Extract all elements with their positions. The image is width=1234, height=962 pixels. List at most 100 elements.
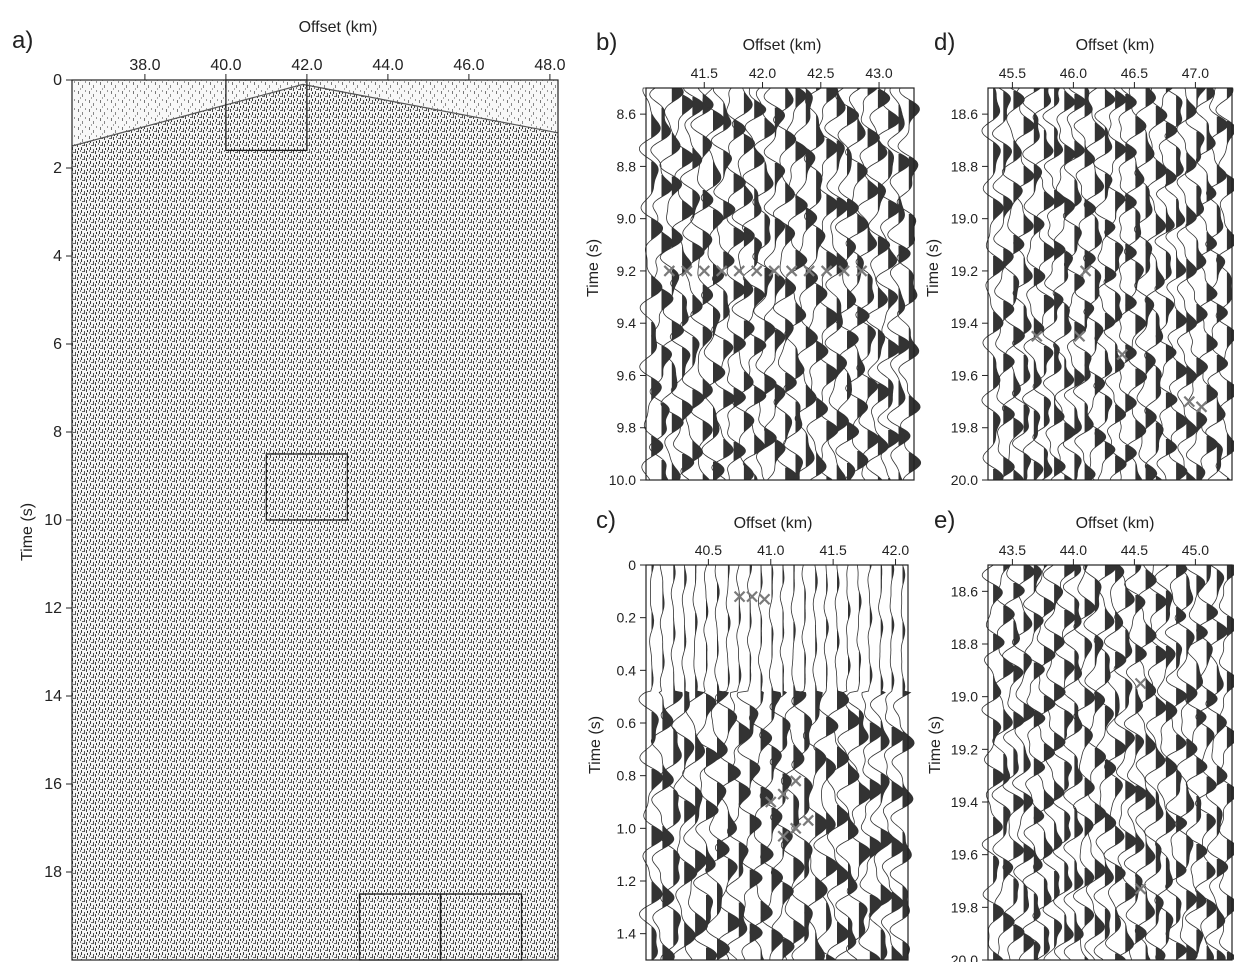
x-tick-label: 45.0 xyxy=(1182,542,1209,558)
pick-marker xyxy=(791,776,801,786)
trace-fill xyxy=(1024,117,1035,481)
trace-fill xyxy=(1034,565,1045,960)
x-tick-label: 45.5 xyxy=(999,65,1026,81)
y-tick-label: 4 xyxy=(53,248,62,265)
trace-fill xyxy=(692,97,704,462)
panel-b-label: b) xyxy=(596,29,617,56)
panel-e-x-ticks: 43.5 44.0 44.5 45.0 xyxy=(999,542,1209,565)
y-tick-label: 14 xyxy=(44,688,62,705)
panel-b-x-ticks: 41.5 42.0 42.5 43.0 xyxy=(691,65,893,88)
trace-wiggle xyxy=(683,565,708,960)
y-tick-label: 20.0 xyxy=(951,472,978,488)
x-tick-label: 44.0 xyxy=(372,57,403,74)
x-tick-label: 42.0 xyxy=(882,542,909,558)
y-tick-label: 18.6 xyxy=(951,583,978,599)
panel-d-y-axis-label: Time (s) xyxy=(925,239,942,297)
y-tick-label: 8.8 xyxy=(617,158,637,174)
y-tick-label: 19.0 xyxy=(951,689,978,705)
x-tick-label: 40.5 xyxy=(695,542,722,558)
panel-e-y-axis-label: Time (s) xyxy=(927,716,944,774)
y-tick-label: 10 xyxy=(44,512,62,529)
pick-marker xyxy=(787,266,797,276)
x-tick-label: 44.0 xyxy=(1060,542,1087,558)
trace-wiggle xyxy=(846,88,870,480)
trace-fill xyxy=(684,567,697,948)
trace-fill xyxy=(1013,583,1024,943)
pick-marker xyxy=(803,815,813,825)
trace-fill xyxy=(1217,117,1228,474)
trace-wiggle xyxy=(846,565,871,960)
trace-fill xyxy=(739,565,752,939)
panel-c-x-ticks: 40.5 41.0 41.5 42.0 xyxy=(695,542,910,565)
panel-c-traces xyxy=(639,565,914,960)
trace-wiggle xyxy=(1084,88,1106,480)
trace-wiggle xyxy=(992,565,1014,960)
y-tick-label: 19.6 xyxy=(951,847,978,863)
pick-marker xyxy=(760,594,770,604)
trace-wiggle xyxy=(681,88,705,480)
trace-wiggle xyxy=(982,88,1004,480)
x-tick-label: 48.0 xyxy=(534,57,565,74)
x-tick-label: 40.0 xyxy=(210,57,241,74)
y-tick-label: 18.8 xyxy=(951,158,978,174)
panel-b: 41.5 42.0 42.5 43.0 8.68.89.09.29.49.69.810… xyxy=(585,29,921,488)
trace-fill xyxy=(785,88,797,480)
panel-b-x-axis-label: Offset (km) xyxy=(743,37,822,54)
y-tick-label: 0 xyxy=(628,557,636,573)
trace-fill xyxy=(888,111,900,481)
panel-e-x-axis-label: Offset (km) xyxy=(1076,515,1155,532)
y-tick-label: 18.8 xyxy=(951,636,978,652)
x-tick-label: 38.0 xyxy=(129,57,160,74)
trace-fill xyxy=(772,565,784,954)
y-tick-label: 19.8 xyxy=(951,420,978,436)
x-tick-label: 42.5 xyxy=(807,65,834,81)
y-tick-label: 16 xyxy=(44,776,62,793)
trace-fill xyxy=(868,88,880,450)
panel-b-traces xyxy=(639,88,920,480)
trace-fill xyxy=(1146,88,1157,480)
panel-e-traces xyxy=(982,565,1234,960)
y-tick-label: 18 xyxy=(44,864,62,881)
y-tick-label: 9.2 xyxy=(617,263,637,279)
trace-fill xyxy=(682,96,694,474)
x-tick-label: 42.0 xyxy=(291,57,322,74)
x-tick-label: 46.0 xyxy=(453,57,484,74)
trace-fill xyxy=(909,100,921,474)
trace-fill xyxy=(815,570,828,961)
panel-a-x-axis-label: Offset (km) xyxy=(299,19,378,36)
pick-marker xyxy=(747,592,757,602)
pick-marker xyxy=(734,266,744,276)
y-tick-label: 0.6 xyxy=(617,715,637,731)
panel-d-label: d) xyxy=(934,29,955,56)
trace-wiggle xyxy=(1084,565,1106,960)
y-tick-label: 9.8 xyxy=(617,420,637,436)
y-tick-label: 1.4 xyxy=(617,926,637,942)
trace-fill xyxy=(1003,91,1014,478)
trace-fill xyxy=(1064,91,1075,480)
y-tick-label: 19.4 xyxy=(951,315,978,331)
x-tick-label: 44.5 xyxy=(1121,542,1148,558)
y-tick-label: 6 xyxy=(53,336,62,353)
trace-fill xyxy=(826,88,838,480)
panel-d-x-axis-label: Offset (km) xyxy=(1076,37,1155,54)
y-tick-label: 19.8 xyxy=(951,899,978,915)
y-tick-label: 9.4 xyxy=(617,315,637,331)
panel-d-traces xyxy=(982,88,1234,480)
panel-b-y-ticks: 8.68.89.09.29.49.69.810.0 xyxy=(609,106,646,488)
trace-wiggle xyxy=(982,565,1004,960)
panel-a-y-axis-label: Time (s) xyxy=(19,503,36,561)
y-tick-label: 0 xyxy=(53,72,62,89)
trace-fill xyxy=(1085,88,1096,480)
trace-fill xyxy=(804,588,812,944)
pick-marker xyxy=(699,266,709,276)
panel-a: 38.0 40.0 42.0 44.0 46.0 48.0 0 2 4 6 8 10 12 14 16 18… xyxy=(12,19,566,960)
trace-fill xyxy=(1156,106,1167,480)
trace-fill xyxy=(1207,565,1218,960)
trace-fill xyxy=(1196,88,1207,480)
x-tick-label: 43.5 xyxy=(999,542,1026,558)
y-tick-label: 8.6 xyxy=(617,106,637,122)
trace-fill xyxy=(878,90,890,481)
y-tick-label: 18.6 xyxy=(951,106,978,122)
y-tick-label: 0.2 xyxy=(617,610,637,626)
